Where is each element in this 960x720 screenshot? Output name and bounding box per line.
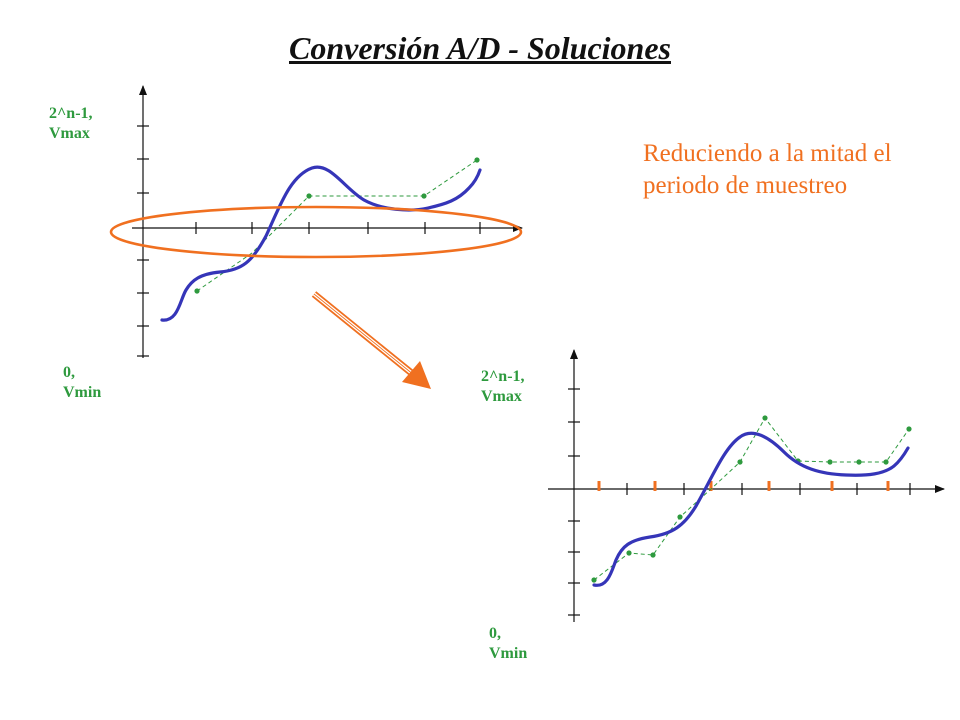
slide-title: Conversión A/D - Soluciones — [289, 30, 671, 66]
top-y-ticks — [137, 125, 149, 357]
transition-arrow-head — [402, 361, 431, 389]
top-plot — [109, 85, 523, 358]
bottom-axis-min-voltage: Vmin — [489, 645, 528, 662]
top-sampled-signal — [196, 159, 478, 292]
bottom-analog-signal — [592, 431, 910, 587]
bottom-axis-max-voltage: Vmax — [481, 388, 522, 405]
top-axis-max-label: 2^n-1, Vmax — [49, 104, 93, 144]
bottom-plot — [548, 349, 945, 622]
top-axis-min-code: 0, — [63, 364, 75, 381]
sampling-note: Reduciendo a la mitad el periodo de mues… — [643, 140, 892, 199]
top-axis-max-voltage: Vmax — [49, 125, 90, 142]
top-axis-min-label: 0, Vmin — [63, 363, 101, 403]
bottom-axis-max-code: 2^n-1, — [481, 368, 525, 385]
zero-level-highlight — [109, 205, 523, 259]
bottom-axis-min-label: 0, Vmin — [489, 624, 527, 664]
transition-arrow — [311, 291, 431, 389]
bottom-x-ticks — [626, 483, 911, 495]
top-axis-max-code: 2^n-1, — [49, 105, 93, 122]
top-axis-min-voltage: Vmin — [63, 384, 102, 401]
bottom-axis-min-code: 0, — [489, 625, 501, 642]
bottom-sampled-signal — [593, 417, 910, 581]
bottom-half-period-ticks — [597, 481, 890, 491]
bottom-sample-points — [591, 415, 912, 583]
top-x-ticks — [195, 222, 481, 234]
bottom-axis-max-label: 2^n-1, Vmax — [481, 367, 525, 407]
top-sample-points — [194, 157, 480, 294]
top-analog-signal — [160, 165, 482, 322]
bottom-y-ticks — [568, 388, 580, 616]
